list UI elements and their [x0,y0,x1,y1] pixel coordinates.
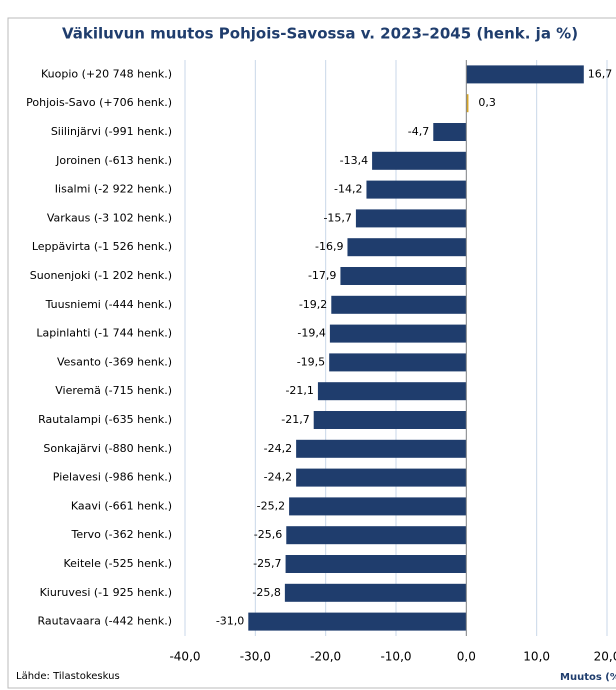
y-tick-label: Iisalmi (-2 922 henk.) [55,183,172,196]
value-label: -31,0 [216,615,244,628]
x-tick-label: 10,0 [523,650,550,664]
value-label: -13,4 [340,154,368,167]
bar [296,468,467,487]
value-label: 0,3 [478,96,496,109]
y-tick-label: Rautalampi (-635 henk.) [38,413,172,426]
value-label: -19,5 [297,355,325,368]
value-label: -25,8 [252,586,280,599]
bar [340,267,467,285]
value-label: -21,7 [281,413,309,426]
value-label: -24,2 [264,471,292,484]
bar [366,180,467,199]
bar [285,555,467,573]
x-axis-label: Muutos (%) [560,672,616,683]
x-tick-label: 20,0 [594,650,616,664]
y-tick-label: Vieremä (-715 henk.) [55,384,172,397]
y-tick-label: Rautavaara (-442 henk.) [37,615,172,628]
bar [286,526,467,545]
y-tick-label: Kaavi (-661 henk.) [71,499,172,512]
value-label: -19,4 [297,327,325,340]
y-tick-label: Tervo (-362 henk.) [71,528,173,541]
x-tick-label: -20,0 [310,650,341,664]
y-tick-label: Lapinlahti (-1 744 henk.) [36,327,172,340]
x-tick-label: -30,0 [240,650,271,664]
y-tick-label: Varkaus (-3 102 henk.) [47,211,172,224]
bar [329,353,467,372]
value-label: -4,7 [408,125,429,138]
y-tick-label: Leppävirta (-1 526 henk.) [32,240,172,253]
value-label: 16,7 [588,67,613,80]
y-tick-label: Vesanto (-369 henk.) [57,355,172,368]
y-tick-label: Pohjois-Savo (+706 henk.) [26,96,172,109]
y-tick-label: Kiuruvesi (-1 925 henk.) [40,586,172,599]
bar [248,612,467,631]
value-label: -17,9 [308,269,336,282]
bar [289,497,467,516]
bar [329,324,467,343]
value-label: -25,6 [254,528,282,541]
bar [313,411,467,429]
bar [466,94,469,113]
x-tick-label: -40,0 [169,650,200,664]
chart-border [7,17,616,689]
y-tick-label: Joroinen (-613 henk.) [55,154,172,167]
y-tick-label: Siilinjärvi (-991 henk.) [51,125,172,138]
bar [284,583,467,602]
bar [355,209,467,228]
bar [331,295,467,314]
y-tick-label: Tuusniemi (-444 henk.) [45,298,172,311]
bar [296,439,467,458]
y-tick-label: Kuopio (+20 748 henk.) [41,67,172,80]
value-label: -25,2 [257,499,285,512]
x-tick-label: 0,0 [457,650,476,664]
value-label: -16,9 [315,240,343,253]
source: Lähde: Tilastokeskus [16,671,120,682]
value-label: -15,7 [323,211,351,224]
bar [347,238,467,257]
bar [466,65,584,84]
y-tick-label: Suonenjoki (-1 202 henk.) [30,269,172,282]
value-label: -14,2 [334,183,362,196]
y-tick-label: Pielavesi (-986 henk.) [53,471,172,484]
bar [433,123,467,141]
value-label: -24,2 [264,442,292,455]
value-label: -19,2 [299,298,327,311]
y-tick-label: Keitele (-525 henk.) [63,557,172,570]
bar [372,151,467,170]
value-label: -21,1 [285,384,313,397]
value-label: -25,7 [253,557,281,570]
chart-title: Väkiluvun muutos Pohjois-Savossa v. 2023… [62,25,578,43]
bar [317,382,467,401]
x-tick-label: -10,0 [380,650,411,664]
y-tick-label: Sonkajärvi (-880 henk.) [43,442,172,455]
